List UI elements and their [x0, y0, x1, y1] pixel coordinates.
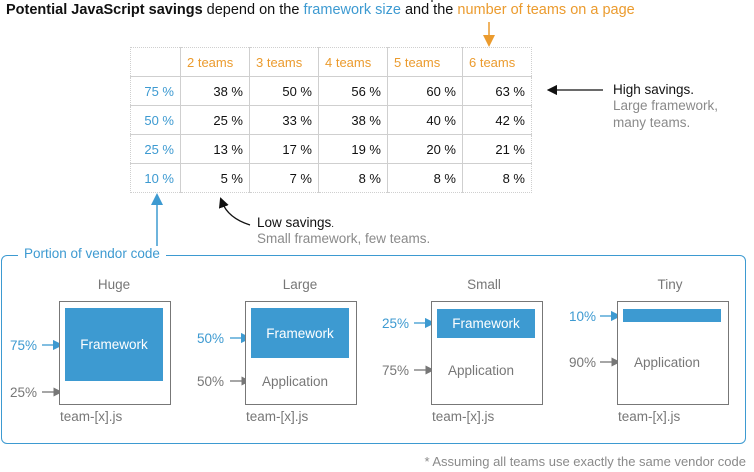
col-header: 3 teams	[249, 47, 319, 77]
row-header: 10 %	[130, 163, 181, 193]
app-pct-huge: 25%	[10, 385, 38, 400]
example-title-huge: Huge	[97, 277, 131, 292]
table-cell: 20 %	[387, 134, 463, 164]
table-cell: 7 %	[249, 163, 319, 193]
table-cell: 38 %	[318, 105, 388, 135]
col-header: 5 teams	[387, 47, 463, 77]
low-savings-arrow-icon	[218, 197, 251, 226]
table-cell: 42 %	[462, 105, 532, 135]
table-cell: 17 %	[249, 134, 319, 164]
table-row: 25 % 13 % 17 % 19 % 20 % 21 %	[130, 134, 532, 164]
col-header: 6 teams	[462, 47, 532, 77]
example-title-large: Large	[282, 277, 318, 292]
example-title-tiny: Tiny	[657, 277, 683, 292]
table-cell: 56 %	[318, 76, 388, 106]
table-cell: 8 %	[462, 163, 532, 193]
framework-pct-huge: 75%	[10, 338, 38, 353]
app-pct-small: 75%	[382, 363, 410, 378]
file-name-tiny: team-[x].js	[618, 409, 681, 424]
framework-block-tiny	[623, 309, 721, 322]
title-text-2: and the	[400, 2, 458, 18]
table-cell: 38 %	[180, 76, 250, 106]
col-header: 4 teams	[318, 47, 388, 77]
table-cell: 8 %	[318, 163, 388, 193]
high-savings-line1: Large framework,	[613, 98, 719, 113]
row-header: 25 %	[130, 134, 181, 164]
table-corner	[130, 47, 181, 77]
title-framework-size: framework size	[303, 2, 401, 18]
app-label-large: Application	[262, 374, 329, 389]
table-row: 75 % 38 % 50 % 56 % 60 % 63 %	[130, 76, 532, 106]
framework-block-huge: Framework	[65, 308, 163, 381]
low-savings-line1: Small framework, few teams.	[257, 231, 431, 246]
low-savings-dot: .	[331, 219, 335, 230]
row-header: 75 %	[130, 76, 181, 106]
framework-pct-small: 25%	[382, 316, 410, 331]
app-pct-large: 50%	[197, 374, 225, 389]
low-savings-heading-text: Low savings	[257, 215, 332, 230]
app-pct-tiny: 90%	[569, 355, 597, 370]
table-cell: 21 %	[462, 134, 532, 164]
app-label-tiny: Application	[634, 355, 701, 370]
table-cell: 8 %	[387, 163, 463, 193]
high-savings-line2: many teams.	[613, 115, 691, 130]
framework-block-large: Framework	[251, 308, 349, 358]
portion-label: Portion of vendor code	[18, 246, 166, 261]
app-label-small: Application	[448, 363, 515, 378]
table-cell: 50 %	[249, 76, 319, 106]
table-cell: 33 %	[249, 105, 319, 135]
table-cell: 25 %	[180, 105, 250, 135]
table-cell: 63 %	[462, 76, 532, 106]
table-cell: 5 %	[180, 163, 250, 193]
high-savings-heading: High savings.	[613, 82, 695, 97]
high-savings-note: High savings. Large framework, many team…	[613, 82, 718, 131]
file-name-small: team-[x].js	[432, 409, 495, 424]
title-text-1: depend on the	[202, 2, 304, 18]
file-name-large: team-[x].js	[246, 409, 309, 424]
file-box-small-spacer	[431, 0, 433, 2]
page-title: Potential JavaScript savings depend on t…	[6, 2, 635, 18]
low-savings-heading: Low savings.	[257, 215, 430, 230]
table-cell: 13 %	[180, 134, 250, 164]
row-header: 50 %	[130, 105, 181, 135]
table-cell: 40 %	[387, 105, 463, 135]
title-bold: Potential JavaScript savings	[6, 2, 203, 18]
table-cell: 19 %	[318, 134, 388, 164]
portion-box	[1, 255, 746, 444]
col-header: 2 teams	[180, 47, 250, 77]
low-savings-note: Low savings. Small framework, few teams.	[257, 215, 430, 247]
framework-pct-large: 50%	[197, 331, 225, 346]
example-title-small: Small	[467, 277, 501, 292]
framework-pct-tiny: 10%	[569, 309, 597, 324]
table-cell: 60 %	[387, 76, 463, 106]
title-number-of-teams: number of teams on a page	[457, 2, 635, 18]
footnote: * Assuming all teams use exactly the sam…	[424, 454, 746, 469]
table-row: 10 % 5 % 7 % 8 % 8 % 8 %	[130, 163, 532, 193]
table-header-row: 2 teams 3 teams 4 teams 5 teams 6 teams	[130, 47, 532, 77]
savings-table: 2 teams 3 teams 4 teams 5 teams 6 teams …	[130, 47, 532, 193]
file-name-huge: team-[x].js	[60, 409, 123, 424]
table-row: 50 % 25 % 33 % 38 % 40 % 42 %	[130, 105, 532, 135]
framework-block-small: Framework	[437, 309, 535, 338]
